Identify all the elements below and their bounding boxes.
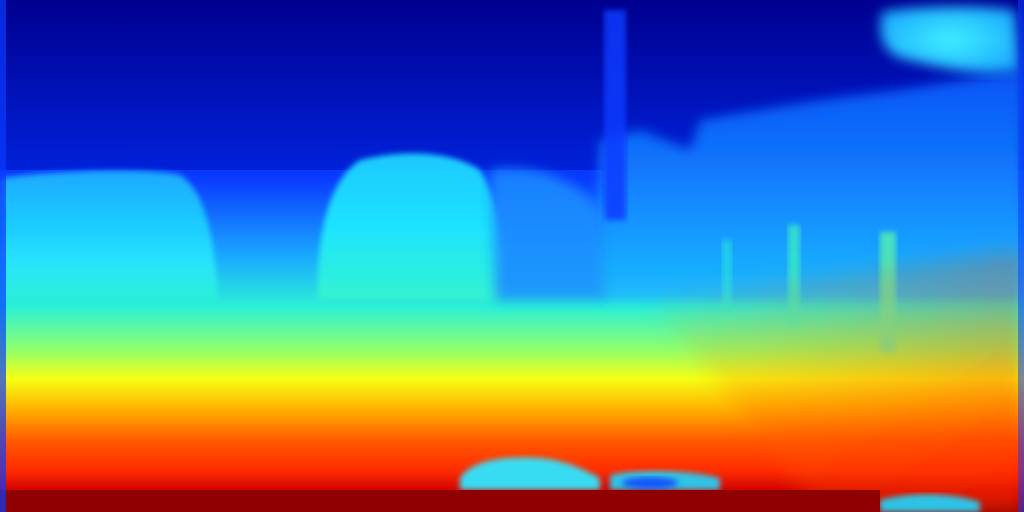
center-dome-building (317, 153, 503, 300)
left-building (0, 170, 218, 300)
right-background-buildings (600, 70, 1024, 300)
foreground-puddle (622, 477, 678, 489)
left-edge-border (0, 0, 6, 512)
dome-right-shoulder (490, 168, 605, 300)
tall-tower (604, 10, 626, 220)
near-ground-strip (0, 490, 880, 512)
cloud-patch (880, 6, 1020, 74)
lower-right-glow (650, 250, 1024, 512)
foreground-puddle (460, 457, 600, 490)
right-edge-border (1018, 0, 1024, 512)
foreground-puddle (880, 494, 980, 512)
pillar (722, 240, 732, 310)
